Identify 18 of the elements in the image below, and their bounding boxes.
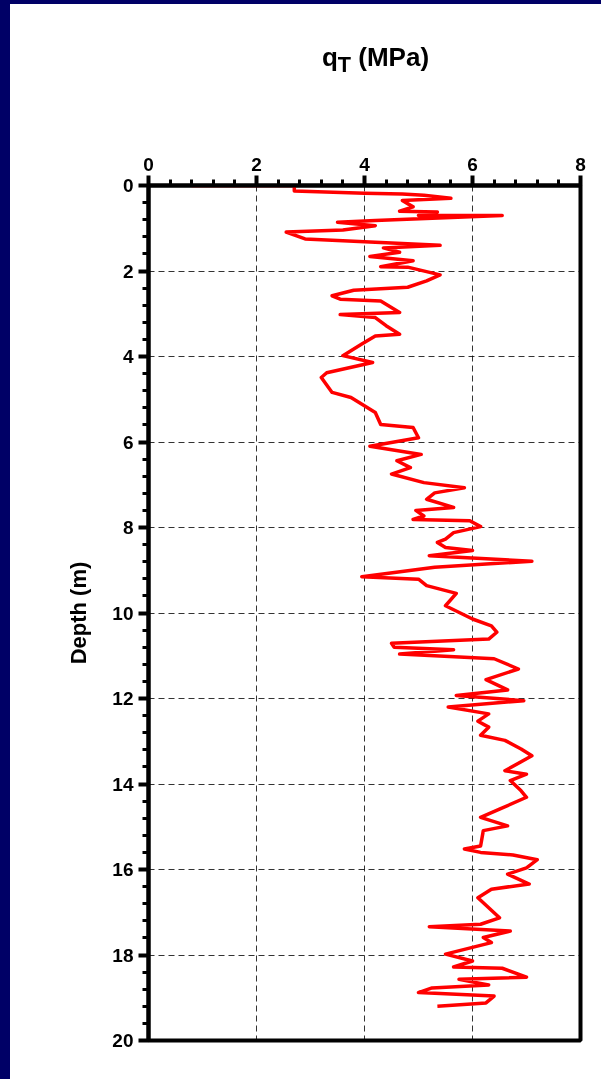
y-tick-label: 0 (122, 175, 134, 196)
x-tick-label: 4 (359, 153, 371, 175)
y-tick-label: 6 (122, 431, 134, 453)
y-tick-label: 8 (122, 517, 134, 538)
y-tick-label: 16 (112, 859, 134, 880)
x-tick-label: 2 (251, 153, 262, 175)
x-tick-label: 8 (575, 153, 586, 175)
x-tick-label: 0 (143, 153, 154, 175)
x-axis-title: q$_{T}$ (MPa) (321, 41, 430, 80)
y-tick-label: 20 (112, 1030, 134, 1051)
y-axis-title: Depth (m) (66, 561, 92, 665)
y-tick-label: 4 (122, 346, 134, 367)
y-tick-label: 12 (112, 688, 134, 709)
y-tick-label: 2 (122, 260, 134, 282)
x-tick-label: 6 (467, 153, 478, 175)
y-tick-label: 14 (112, 773, 134, 795)
y-tick-label: 18 (112, 944, 134, 966)
y-tick-label: 10 (112, 602, 134, 624)
